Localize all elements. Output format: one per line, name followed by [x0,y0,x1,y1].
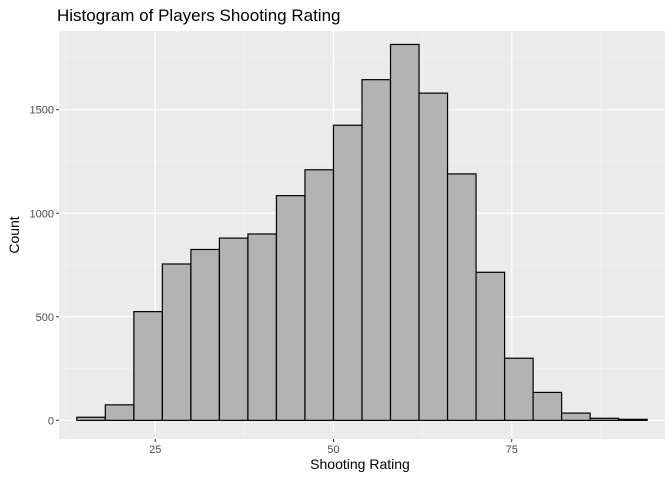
histogram-bar [304,169,335,421]
histogram-bar [247,233,278,421]
y-axis: 0 500 1000 1500 [30,105,59,427]
histogram-bar [418,92,449,421]
histogram-bar [133,311,163,421]
x-tick-label: 75 [506,444,518,456]
histogram-bar [475,271,506,421]
y-axis-title: Count [6,216,22,253]
x-axis: 25 50 75 [149,439,518,456]
histogram-bar [190,248,221,421]
x-axis-title: Shooting Rating [310,456,410,472]
histogram-bar [618,418,648,421]
y-tick-label: 1500 [30,105,54,117]
x-tick-label: 25 [149,444,161,456]
histogram-bar [361,79,392,421]
chart-title: Histogram of Players Shooting Rating [57,6,340,25]
histogram-bar [275,195,306,421]
y-tick-label: 0 [48,415,54,427]
histogram-bar [76,416,106,421]
x-tick-label: 50 [327,444,339,456]
histogram-bar [161,263,192,421]
histogram-bar [589,417,620,421]
histogram-bar [218,237,249,421]
y-tick-label: 500 [36,312,54,324]
histogram-bar [332,124,363,421]
histogram-bar [104,404,135,421]
histogram-bar [503,357,534,421]
histogram-bar [532,391,563,421]
histogram-bars [76,43,648,421]
histogram-bar [389,43,420,421]
histogram-bar [446,173,477,421]
y-tick-label: 1000 [30,208,54,220]
histogram-bar [561,412,591,421]
